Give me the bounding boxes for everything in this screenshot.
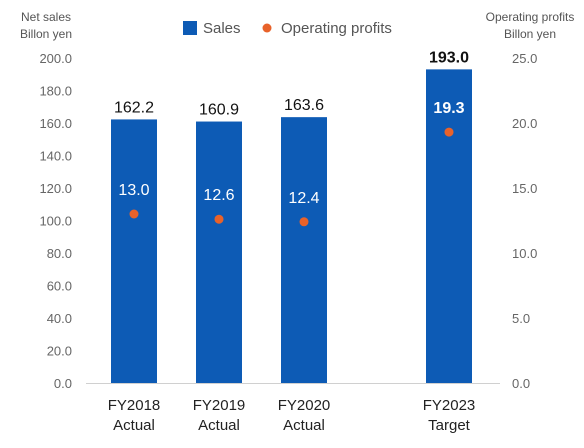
sales-value-label: 160.9: [199, 102, 239, 119]
left-axis-tick: 120.0: [39, 181, 72, 196]
operating-profit-value-label: 19.3: [433, 100, 464, 117]
sales-bar: [426, 69, 472, 383]
right-axis-tick: 5.0: [512, 311, 530, 326]
operating-profit-point: [214, 214, 224, 224]
right-axis-tick: 0.0: [512, 376, 530, 391]
right-axis-tick: 10.0: [512, 246, 537, 261]
left-axis-tick: 200.0: [39, 51, 72, 66]
left-axis-tick: 0.0: [54, 376, 72, 391]
left-axis-title: Billon yen: [20, 27, 72, 41]
operating-profit-value-label: 12.6: [203, 187, 234, 204]
left-axis-tick: 160.0: [39, 116, 72, 131]
operating-profit-point: [129, 209, 139, 219]
left-axis-tick: 60.0: [47, 279, 72, 294]
left-axis-tick: 180.0: [39, 84, 72, 99]
left-axis-tick: 20.0: [47, 344, 72, 359]
left-axis-tick: 140.0: [39, 149, 72, 164]
left-axis-tick: 80.0: [47, 246, 72, 261]
right-axis-tick: 25.0: [512, 51, 537, 66]
category-label: FY2020: [278, 397, 331, 414]
legend-operating-profit-label: Operating profits: [281, 20, 392, 37]
left-axis-tick: 40.0: [47, 311, 72, 326]
category-label: FY2023: [423, 397, 476, 414]
category-label: Target: [428, 417, 471, 434]
legend-operating-profit-marker: [262, 23, 272, 33]
category-label: Actual: [198, 417, 240, 434]
right-axis-title: Billon yen: [504, 27, 556, 41]
left-axis-tick: 100.0: [39, 214, 72, 229]
sales-bar: [196, 121, 242, 383]
sales-bar: [281, 117, 327, 384]
sales-value-label: 162.2: [114, 99, 154, 116]
sales-bar: [111, 119, 157, 384]
operating-profit-point: [299, 217, 309, 227]
right-axis-tick: 15.0: [512, 181, 537, 196]
sales-value-label: 193.0: [429, 49, 469, 66]
legend-sales-label: Sales: [203, 20, 241, 37]
category-label: FY2018: [108, 397, 161, 414]
category-label: FY2019: [193, 397, 246, 414]
category-label: Actual: [283, 417, 325, 434]
right-axis-tick: 20.0: [512, 116, 537, 131]
right-axis-title: Operating profits: [486, 10, 575, 24]
left-axis-title: Net sales: [21, 10, 71, 24]
operating-profit-point: [444, 127, 454, 137]
legend-sales-swatch: [183, 21, 197, 35]
operating-profit-value-label: 13.0: [118, 182, 149, 199]
sales-value-label: 163.6: [284, 97, 324, 114]
operating-profit-value-label: 12.4: [288, 190, 319, 207]
category-label: Actual: [113, 417, 155, 434]
